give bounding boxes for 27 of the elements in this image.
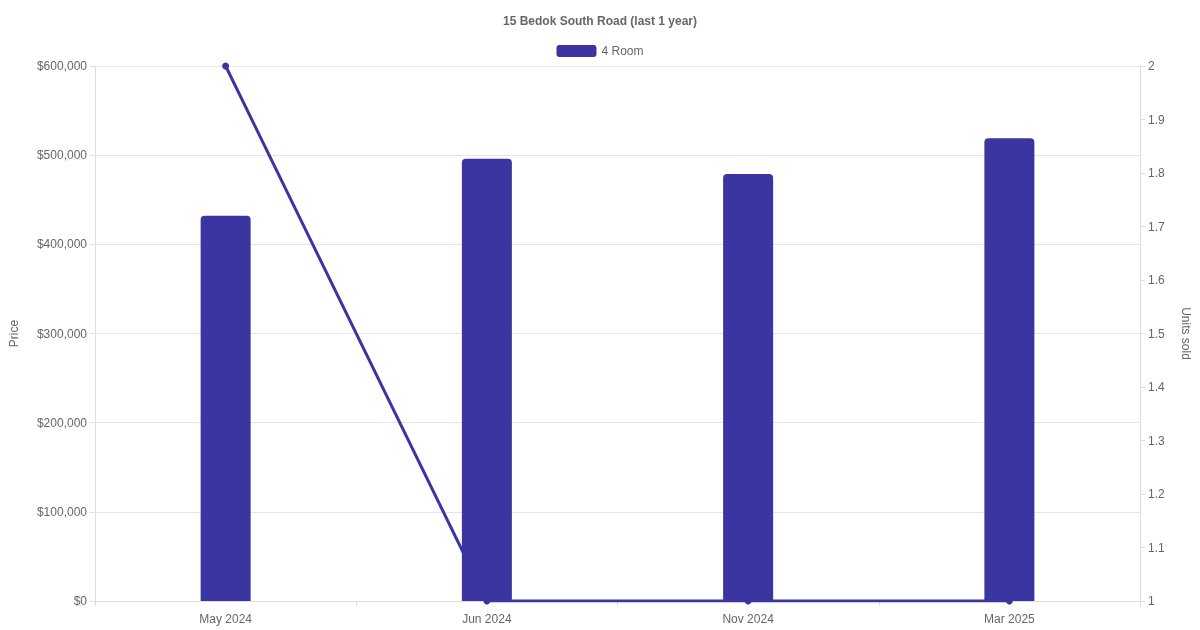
y2-tick-label: 1.1 <box>1148 540 1166 555</box>
y2-tick-label: 1.4 <box>1148 380 1166 394</box>
y-tick-label: $300,000 <box>36 326 88 341</box>
y-tick-label: $0 <box>73 594 88 608</box>
y-tick-label: $200,000 <box>36 415 88 430</box>
y2-tick-label: 1.5 <box>1148 326 1166 341</box>
y2-tick-label: 1.7 <box>1148 219 1166 234</box>
bar <box>200 215 251 601</box>
y-tick-label: $600,000 <box>36 59 88 73</box>
chart-title: 15 Bedok South Road (last 1 year) <box>502 14 698 28</box>
y2-axis-title: Units sold <box>1179 307 1193 360</box>
y2-tick-label: 1.8 <box>1148 166 1166 180</box>
y2-tick-label: 1.6 <box>1148 273 1166 287</box>
x-tick-label: Nov 2024 <box>722 612 775 626</box>
legend-label: 4 Room <box>601 44 644 58</box>
x-tick-label: Mar 2025 <box>984 612 1036 626</box>
x-tick-label: Jun 2024 <box>462 612 512 626</box>
y2-tick-label: 1.9 <box>1148 112 1166 127</box>
y2-tick-label: 1 <box>1148 594 1155 608</box>
y2-tick-label: 2 <box>1148 59 1155 73</box>
y2-tick-label: 1.2 <box>1148 487 1166 501</box>
y-tick-label: $100,000 <box>36 504 88 519</box>
y-axis-title: Price <box>7 319 21 348</box>
y-tick-label: $500,000 <box>36 148 88 163</box>
x-tick-label: May 2024 <box>199 612 253 626</box>
y-tick-label: $400,000 <box>36 237 88 252</box>
y2-tick-label: 1.3 <box>1148 433 1166 448</box>
